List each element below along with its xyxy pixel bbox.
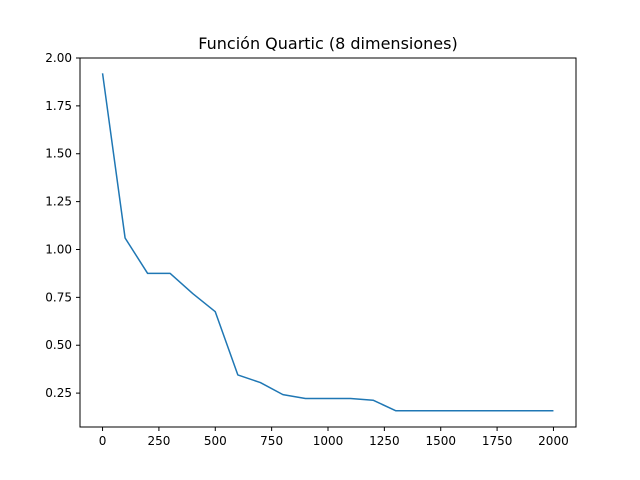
x-tick-label: 1500	[425, 434, 456, 448]
y-tick-label: 0.75	[45, 290, 72, 304]
x-tick-label: 500	[204, 434, 227, 448]
x-tick-label: 750	[260, 434, 283, 448]
plot-area-frame	[79, 57, 577, 428]
x-tick-label: 2000	[538, 434, 569, 448]
y-tick-label: 0.50	[45, 338, 72, 352]
x-tick-label: 250	[147, 434, 170, 448]
y-tick-label: 2.00	[45, 51, 72, 65]
x-tick-label: 0	[99, 434, 107, 448]
y-tick-label: 0.25	[45, 386, 72, 400]
chart-title: Función Quartic (8 dimensiones)	[198, 34, 457, 53]
x-tick-label: 1250	[369, 434, 400, 448]
y-axis-ticks: 0.25 0.50 0.75 1.00 1.25 1.50 1.75 2.00	[45, 51, 80, 400]
y-tick-label: 1.25	[45, 195, 72, 209]
y-tick-label: 1.50	[45, 147, 72, 161]
x-tick-label: 1750	[482, 434, 513, 448]
x-tick-label: 1000	[313, 434, 344, 448]
series-layer	[101, 73, 554, 412]
x-axis-ticks: 0 250 500 750 1000 1250 1500 1750 2000	[99, 427, 569, 448]
y-tick-label: 1.75	[45, 99, 72, 113]
series-line	[101, 73, 554, 412]
y-tick-label: 1.00	[45, 242, 72, 256]
